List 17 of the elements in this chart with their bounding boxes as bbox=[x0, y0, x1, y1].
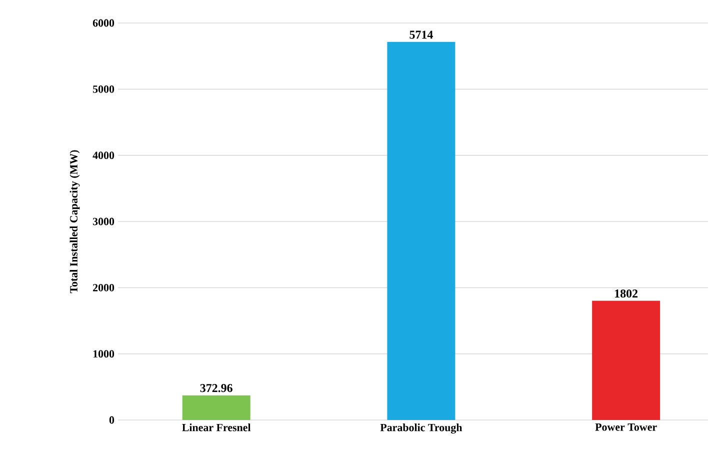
y-tick-label: 2000 bbox=[93, 284, 114, 292]
data-label: 1802 bbox=[615, 290, 638, 298]
bar bbox=[182, 395, 250, 420]
x-tick-label: Power Tower bbox=[595, 424, 657, 431]
y-tick-label: 1000 bbox=[93, 350, 114, 358]
y-tick-label: 5000 bbox=[93, 85, 114, 93]
bar bbox=[387, 42, 456, 420]
y-tick-label: 3000 bbox=[92, 218, 114, 226]
bar bbox=[592, 300, 660, 420]
data-label: 372.96 bbox=[200, 384, 232, 392]
y-axis-title: Total Installed Capacity (MW) bbox=[70, 150, 80, 294]
data-label: 5714 bbox=[410, 30, 433, 39]
x-tick-label: Parabolic Trough bbox=[380, 424, 462, 434]
y-tick-label: 0 bbox=[109, 416, 114, 424]
y-tick-label: 4000 bbox=[92, 152, 114, 160]
y-tick-label: 6000 bbox=[92, 19, 114, 27]
x-tick-label: Linear Fresnel bbox=[182, 424, 251, 432]
